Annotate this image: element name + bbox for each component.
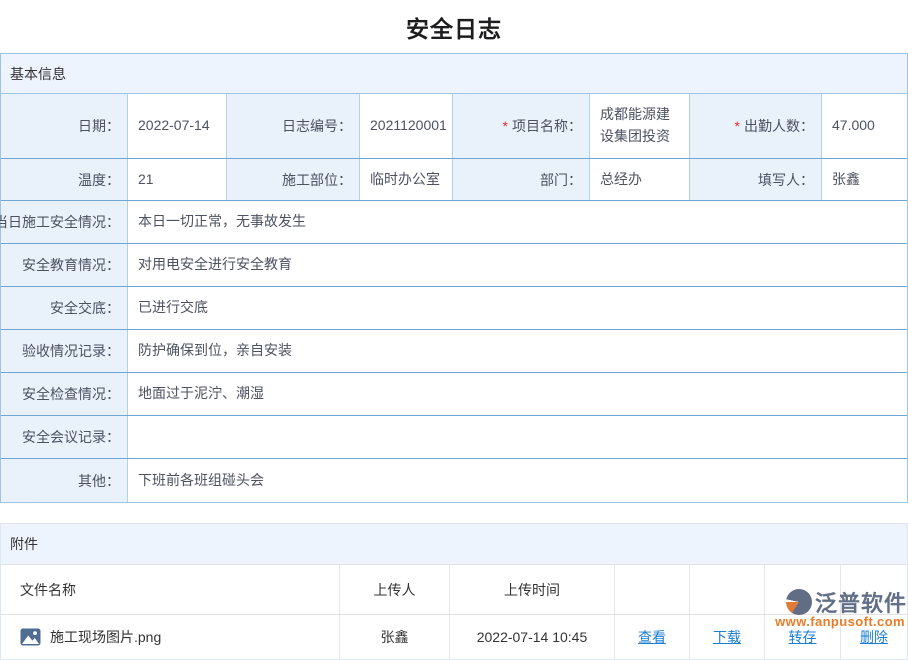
safety-meeting-label: 安全会议记录： [1, 416, 128, 458]
empty-header [765, 565, 841, 614]
log-number-value: 2021120001 [360, 94, 453, 158]
attachments-table: 附件 文件名称 上传人 上传时间 施工现场图片.png 张鑫 2022-07-1… [0, 523, 908, 660]
basic-info-table: 基本信息 日期： 2022-07-14 日志编号： 2021120001 * 项目… [0, 53, 908, 503]
writer-label: 填写人： [690, 159, 822, 200]
date-value: 2022-07-14 [128, 94, 227, 158]
temperature-label: 温度： [1, 159, 128, 200]
table-row: 日期： 2022-07-14 日志编号： 2021120001 * 项目名称： 成… [1, 94, 907, 159]
view-link[interactable]: 查看 [638, 629, 666, 645]
table-row: 温度： 21 施工部位： 临时办公室 部门： 总经办 填写人： 张鑫 [1, 159, 907, 201]
uploader-header: 上传人 [340, 565, 450, 614]
attachment-row: 施工现场图片.png 张鑫 2022-07-14 10:45 查看 下载 转存 … [1, 615, 907, 659]
file-name-cell: 施工现场图片.png [1, 615, 340, 659]
empty-header [615, 565, 690, 614]
attachments-header-row: 文件名称 上传人 上传时间 [1, 565, 907, 615]
empty-header [841, 565, 907, 614]
delete-link[interactable]: 删除 [860, 629, 888, 645]
table-row: 当日施工安全情况： 本日一切正常，无事故发生 [0, 201, 907, 244]
safety-education-label: 安全教育情况： [1, 244, 128, 286]
transfer-link[interactable]: 转存 [788, 629, 817, 645]
safety-education-value: 对用电安全进行安全教育 [128, 244, 907, 286]
required-asterisk: * [734, 118, 740, 134]
table-row: 安全检查情况： 地面过于泥泞、潮湿 [1, 373, 907, 416]
uploader-cell: 张鑫 [340, 615, 450, 659]
download-link[interactable]: 下载 [713, 629, 741, 645]
table-row: 验收情况记录： 防护确保到位，亲自安装 [1, 330, 907, 373]
project-name-label: * 项目名称： [453, 94, 590, 158]
department-label: 部门： [453, 159, 590, 200]
construction-part-value: 临时办公室 [360, 159, 453, 200]
temperature-value: 21 [128, 159, 227, 200]
required-asterisk: * [502, 118, 508, 134]
writer-value: 张鑫 [822, 159, 907, 200]
safety-inspection-value: 地面过于泥泞、潮湿 [128, 373, 907, 415]
upload-time-header: 上传时间 [450, 565, 615, 614]
file-name-text: 施工现场图片.png [50, 629, 162, 645]
date-label: 日期： [1, 94, 128, 158]
page-title: 安全日志 [406, 15, 502, 42]
table-row: 安全教育情况： 对用电安全进行安全教育 [1, 244, 907, 287]
daily-safety-label: 当日施工安全情况： [0, 201, 128, 243]
empty-header [690, 565, 765, 614]
upload-time-cell: 2022-07-14 10:45 [450, 615, 615, 659]
project-name-value: 成都能源建设集团投资 [590, 94, 690, 158]
acceptance-record-label: 验收情况记录： [1, 330, 128, 372]
attachments-section-title: 附件 [10, 536, 38, 552]
page-header: 安全日志 [0, 0, 908, 53]
table-row: 安全交底： 已进行交底 [1, 287, 907, 330]
image-file-icon [20, 628, 41, 646]
daily-safety-value: 本日一切正常，无事故发生 [128, 201, 907, 243]
other-value: 下班前各班组碰头会 [128, 459, 907, 502]
basic-info-section-header: 基本信息 [1, 54, 907, 94]
department-value: 总经办 [590, 159, 690, 200]
log-number-label: 日志编号： [227, 94, 360, 158]
attendance-label: * 出勤人数： [690, 94, 822, 158]
table-row: 其他： 下班前各班组碰头会 [1, 459, 907, 502]
safety-disclosure-value: 已进行交底 [128, 287, 907, 329]
other-label: 其他： [1, 459, 128, 502]
basic-info-section-title: 基本信息 [10, 65, 66, 82]
file-name-header: 文件名称 [1, 565, 340, 614]
attachments-section-header: 附件 [1, 524, 907, 565]
safety-inspection-label: 安全检查情况： [1, 373, 128, 415]
table-row: 安全会议记录： [1, 416, 907, 459]
safety-meeting-value [128, 416, 907, 458]
safety-disclosure-label: 安全交底： [1, 287, 128, 329]
attendance-value: 47.000 [822, 94, 907, 158]
acceptance-record-value: 防护确保到位，亲自安装 [128, 330, 907, 372]
construction-part-label: 施工部位： [227, 159, 360, 200]
